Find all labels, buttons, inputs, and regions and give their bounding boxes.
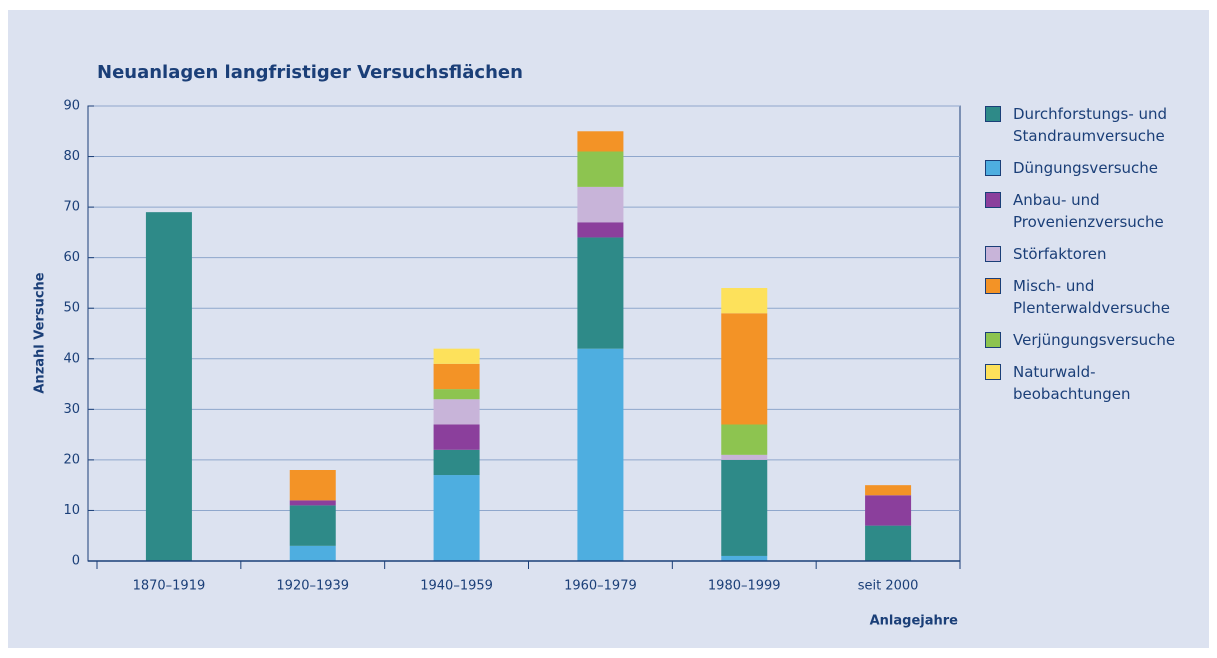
legend-label: Misch- und Plenterwaldversuche <box>1013 277 1170 317</box>
bar-segment <box>577 151 624 187</box>
bar-segment <box>433 389 480 400</box>
x-tick-label: 1920–1939 <box>276 579 349 594</box>
legend-item: Misch- und Plenterwaldversuche <box>985 275 1185 319</box>
bar-segment <box>721 288 768 314</box>
y-tick-label: 50 <box>63 301 80 316</box>
bar-segment <box>865 495 912 526</box>
legend-item: Störfaktoren <box>985 243 1185 265</box>
bar-segment <box>577 131 624 152</box>
legend-label: Durchforstungs- und Standraumversuche <box>1013 105 1168 145</box>
y-tick-label: 70 <box>63 200 80 215</box>
bar-segment <box>865 485 912 496</box>
bar-segment <box>433 363 480 390</box>
legend-item: Anbau- und Provenienzversuche <box>985 189 1185 233</box>
x-axis-label: Anlagejahre <box>870 614 959 629</box>
bar-segment <box>721 424 768 455</box>
legend-swatch <box>985 106 1001 122</box>
legend-label: Verjüngungsversuche <box>1013 331 1176 349</box>
bar-segment <box>721 459 768 556</box>
y-tick-label: 20 <box>63 452 80 467</box>
x-tick-label: 1940–1959 <box>420 579 493 594</box>
bar-segment <box>289 470 336 501</box>
bar-segment <box>433 475 480 561</box>
legend-item: Naturwald-beobachtungen <box>985 361 1185 405</box>
bar-segment <box>721 454 768 460</box>
legend-label: Naturwald-beobachtungen <box>1013 363 1131 403</box>
y-tick-label: 80 <box>63 149 80 164</box>
bar-segment <box>433 424 480 450</box>
y-tick-label: 0 <box>72 554 80 569</box>
y-tick-label: 60 <box>63 250 80 265</box>
bar-segment <box>145 212 192 561</box>
legend: Durchforstungs- und Standraumversuche Dün… <box>985 103 1185 415</box>
bar-segment <box>721 555 768 561</box>
legend-swatch <box>985 364 1001 380</box>
bar-segment <box>433 399 480 425</box>
bar-segment <box>433 449 480 476</box>
y-tick-label: 40 <box>63 351 80 366</box>
bar-segment <box>865 525 912 561</box>
x-tick-label: 1980–1999 <box>708 579 781 594</box>
bar-segment <box>289 500 336 506</box>
legend-swatch <box>985 332 1001 348</box>
legend-swatch <box>985 278 1001 294</box>
bar-segment <box>289 545 336 561</box>
y-tick-label: 90 <box>63 99 80 114</box>
legend-label: Düngungsversuche <box>1013 159 1159 177</box>
bar-segment <box>577 237 624 349</box>
bar-segment <box>721 313 768 425</box>
bar-segment <box>289 505 336 546</box>
y-tick-label: 30 <box>63 402 80 417</box>
chart-title: Neuanlagen langfristiger Versuchsflächen <box>97 62 523 83</box>
bar-segment <box>433 348 480 364</box>
bar-segment <box>577 222 624 238</box>
legend-item: Verjüngungsversuche <box>985 329 1185 351</box>
x-tick-label: seit 2000 <box>858 579 919 594</box>
y-tick-label: 10 <box>63 503 80 518</box>
legend-swatch <box>985 246 1001 262</box>
legend-label: Anbau- und Provenienzversuche <box>1013 191 1164 231</box>
bar-segment <box>577 348 624 561</box>
legend-item: Durchforstungs- und Standraumversuche <box>985 103 1185 147</box>
legend-item: Düngungsversuche <box>985 157 1185 179</box>
x-tick-label: 1960–1979 <box>564 579 637 594</box>
legend-label: Störfaktoren <box>1013 245 1107 263</box>
y-axis-label: Anzahl Versuche <box>33 272 48 393</box>
legend-swatch <box>985 160 1001 176</box>
bar-segment <box>577 186 624 223</box>
x-tick-label: 1870–1919 <box>133 579 206 594</box>
legend-swatch <box>985 192 1001 208</box>
